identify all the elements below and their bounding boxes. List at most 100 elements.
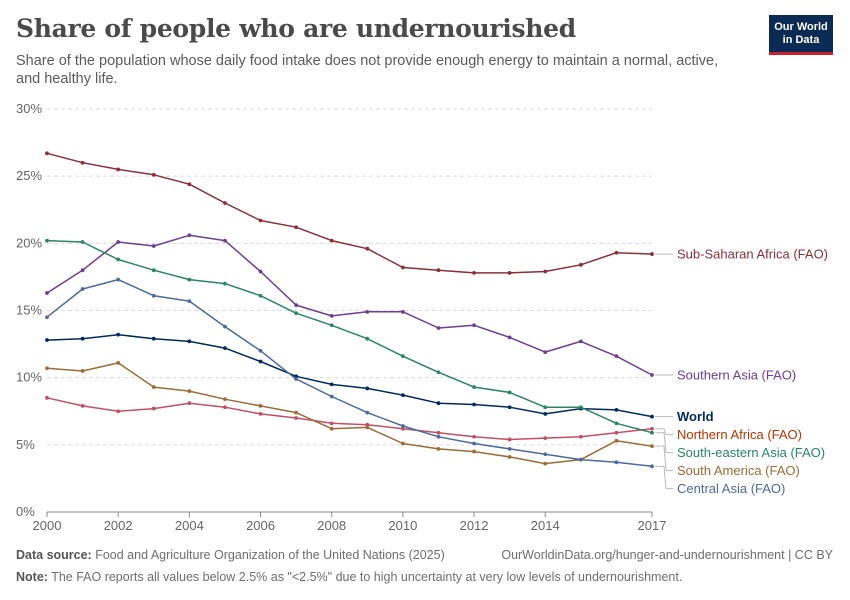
data-point <box>543 269 548 274</box>
data-point <box>543 436 548 441</box>
data-point <box>223 238 227 243</box>
series-label: World <box>677 409 714 424</box>
data-point <box>329 313 334 318</box>
data-point <box>614 430 619 435</box>
data-point <box>294 416 299 420</box>
data-point <box>543 405 548 410</box>
data-point <box>436 430 441 435</box>
source-url[interactable]: OurWorldinData.org/hunger-and-undernouri… <box>501 548 833 562</box>
data-point <box>80 369 85 373</box>
label-connector <box>655 445 673 472</box>
data-point <box>365 309 370 314</box>
data-point <box>116 167 121 172</box>
series-line <box>46 362 653 465</box>
data-point <box>365 246 370 251</box>
data-point <box>436 434 441 439</box>
y-tick-label: 20% <box>16 235 42 250</box>
data-point <box>258 293 263 298</box>
data-point <box>543 452 548 457</box>
data-point <box>472 385 476 389</box>
data-point <box>258 359 263 364</box>
x-tick-label: 2000 <box>33 518 62 533</box>
series-line <box>46 333 653 418</box>
y-tick-label: 10% <box>16 370 42 385</box>
x-tick-label: 2010 <box>388 518 417 533</box>
data-point <box>365 336 370 341</box>
data-point <box>223 405 227 410</box>
data-point <box>472 323 476 328</box>
series-label: Northern Africa (FAO) <box>677 427 802 442</box>
data-point <box>365 425 370 430</box>
footnote: Note: The FAO reports all values below 2… <box>16 570 682 584</box>
data-point <box>578 434 583 439</box>
data-point <box>507 405 512 410</box>
data-point <box>614 460 619 465</box>
data-point <box>258 269 263 274</box>
x-tick-label: 2002 <box>104 518 133 533</box>
data-point <box>116 277 121 282</box>
data-point <box>472 402 476 407</box>
series-line <box>46 152 653 274</box>
data-point <box>400 441 405 446</box>
data-point <box>187 389 192 393</box>
series-label: South America (FAO) <box>677 463 800 478</box>
data-point <box>80 268 85 273</box>
note-label: Note: <box>16 570 48 584</box>
data-point <box>45 395 49 400</box>
data-point <box>400 309 405 314</box>
data-point <box>400 265 405 270</box>
x-tick-label: 2012 <box>460 518 489 533</box>
data-point <box>507 390 512 395</box>
owid-logo[interactable]: Our World in Data <box>769 15 833 55</box>
data-point <box>329 394 334 399</box>
x-tick-label: 2004 <box>175 518 204 533</box>
data-point <box>578 457 583 462</box>
data-point <box>329 426 334 431</box>
data-point <box>436 326 441 330</box>
logo-line-2: in Data <box>782 33 820 46</box>
data-point <box>436 370 441 375</box>
data-point <box>116 257 121 262</box>
x-tick-label: 2008 <box>317 518 346 533</box>
data-point <box>294 311 299 316</box>
data-point <box>45 151 49 156</box>
label-connector <box>655 428 673 436</box>
source-label: Data source: <box>16 548 92 562</box>
data-point <box>116 360 121 365</box>
data-point <box>294 410 299 415</box>
data-point <box>151 244 156 248</box>
data-point <box>614 421 619 426</box>
data-point <box>365 422 370 427</box>
y-tick-label: 0% <box>16 504 35 519</box>
data-point <box>650 414 654 419</box>
data-point <box>543 461 548 466</box>
series-label: Sub-Saharan Africa (FAO) <box>677 247 828 262</box>
data-point <box>436 446 441 451</box>
y-tick-label: 5% <box>16 437 35 452</box>
data-point <box>543 412 548 416</box>
data-point <box>329 421 334 426</box>
y-tick-label: 25% <box>16 168 42 183</box>
label-connector <box>655 432 673 454</box>
series-line <box>46 397 653 441</box>
y-tick-label: 15% <box>16 303 42 318</box>
data-point <box>650 426 654 431</box>
data-point <box>614 354 619 359</box>
data-point <box>223 281 227 286</box>
data-point <box>258 348 263 353</box>
data-point <box>507 455 512 459</box>
data-point <box>151 385 156 389</box>
data-point <box>223 324 227 329</box>
data-point <box>614 408 619 412</box>
series-line <box>46 278 653 468</box>
data-point <box>45 338 49 342</box>
data-point <box>614 438 619 443</box>
data-point <box>614 250 619 255</box>
data-point <box>116 240 121 244</box>
data-point <box>294 374 299 379</box>
data-point <box>151 268 156 273</box>
data-point <box>578 262 583 267</box>
data-point <box>187 299 192 303</box>
data-point <box>258 218 263 223</box>
source-text: Food and Agriculture Organization of the… <box>95 548 445 562</box>
